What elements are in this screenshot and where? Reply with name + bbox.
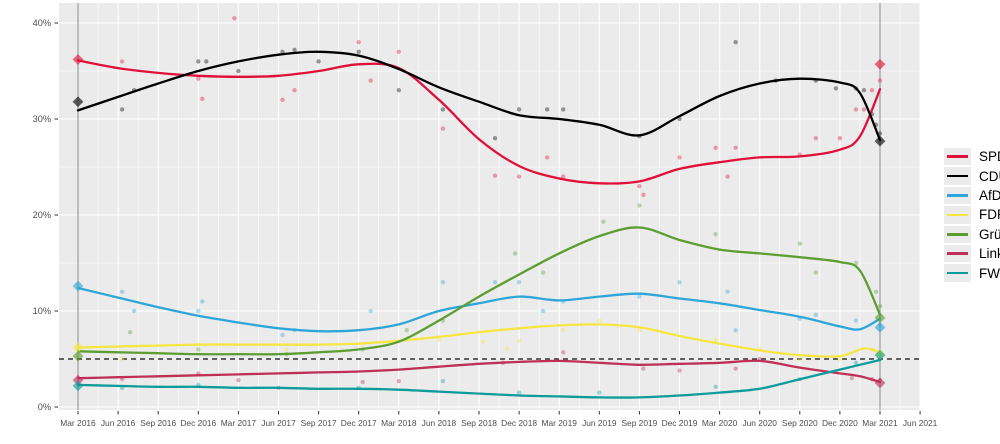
x-tick-label: Sep 2019: [621, 418, 657, 428]
legend-item-grne: Grüne: [944, 225, 1000, 244]
axis-labels: 0% 10% 20% 30% 40% Mar 2016 Jun 2016 Sep 2016 De…: [33, 18, 938, 428]
election-results-spd: [72, 54, 886, 70]
x-tick-label: Sep 2017: [301, 418, 337, 428]
trend-line-linke: [76, 359, 882, 384]
x-tick-label: Mar 2021: [862, 418, 898, 428]
election-results-cdu: [72, 96, 886, 147]
x-tick-label: Jun 2020: [742, 418, 777, 428]
legend-item-fw: FW: [944, 263, 1000, 282]
legend-item-spd: SPD: [944, 147, 1000, 166]
x-tick-label: Jun 2021: [903, 418, 938, 428]
y-tick-label: 20%: [33, 210, 51, 220]
poll-dots-spd: [119, 16, 883, 198]
trend-line-afd: [76, 286, 882, 333]
y-tick-label: 10%: [33, 306, 51, 316]
x-tick-label: Jun 2019: [582, 418, 617, 428]
x-tick-label: Mar 2019: [542, 418, 578, 428]
legend-key-swatch: [944, 147, 971, 166]
legend-label: SPD: [979, 149, 1000, 165]
chart-legend: SPD CDU AfD FDP Grüne Linke FW: [944, 147, 1000, 283]
x-tick-label: Mar 2018: [381, 418, 417, 428]
x-tick-label: Mar 2020: [702, 418, 738, 428]
legend-label: FW: [979, 265, 1000, 281]
trend-line-cdu: [76, 50, 882, 142]
x-tick-label: Jun 2018: [422, 418, 457, 428]
legend-label: Grüne: [979, 226, 1000, 242]
poll-dots-grüne: [127, 203, 883, 357]
trend-line-fdp: [76, 323, 882, 358]
plot-panel: [59, 3, 920, 410]
x-tick-label: Dec 2016: [180, 418, 216, 428]
x-tick-label: Jun 2016: [101, 418, 136, 428]
election-results-linke: [72, 374, 886, 389]
legend-item-fdp: FDP: [944, 205, 1000, 224]
x-tick-label: Mar 2016: [60, 418, 96, 428]
legend-item-cdu: CDU: [944, 166, 1000, 185]
x-tick-label: Mar 2017: [221, 418, 257, 428]
y-tick-label: 30%: [33, 114, 51, 124]
election-results-fw: [72, 349, 886, 392]
legend-label: CDU: [979, 168, 1000, 184]
x-tick-label: Dec 2020: [822, 418, 858, 428]
y-tick-label: 40%: [33, 18, 51, 28]
legend-key-swatch: [944, 225, 971, 243]
x-tick-label: Dec 2018: [501, 418, 537, 428]
legend-item-afd: AfD: [944, 186, 1000, 205]
election-results-grüne: [72, 312, 886, 362]
legend-key-swatch: [944, 186, 971, 205]
legend-key-swatch: [944, 206, 971, 224]
x-tick-label: Sep 2016: [140, 418, 176, 428]
y-tick-label: 0%: [38, 402, 51, 412]
x-tick-label: Dec 2017: [341, 418, 377, 428]
x-tick-label: Sep 2020: [782, 418, 818, 428]
x-tick-label: Sep 2018: [461, 418, 497, 428]
election-results-afd: [72, 280, 886, 333]
legend-label: FDP: [979, 207, 1000, 223]
legend-item-linke: Linke: [944, 244, 1000, 263]
trend-line-grüne: [76, 226, 882, 356]
legend-label: Linke: [979, 246, 1000, 262]
legend-key-swatch: [944, 244, 971, 263]
legend-key-swatch: [944, 264, 971, 282]
x-tick-label: Dec 2019: [662, 418, 698, 428]
trend-line-spd: [76, 59, 882, 185]
x-tick-label: Jun 2017: [261, 418, 296, 428]
legend-label: AfD: [979, 187, 1000, 203]
trend-line-fw: [76, 358, 882, 399]
legend-key-swatch: [944, 167, 971, 185]
